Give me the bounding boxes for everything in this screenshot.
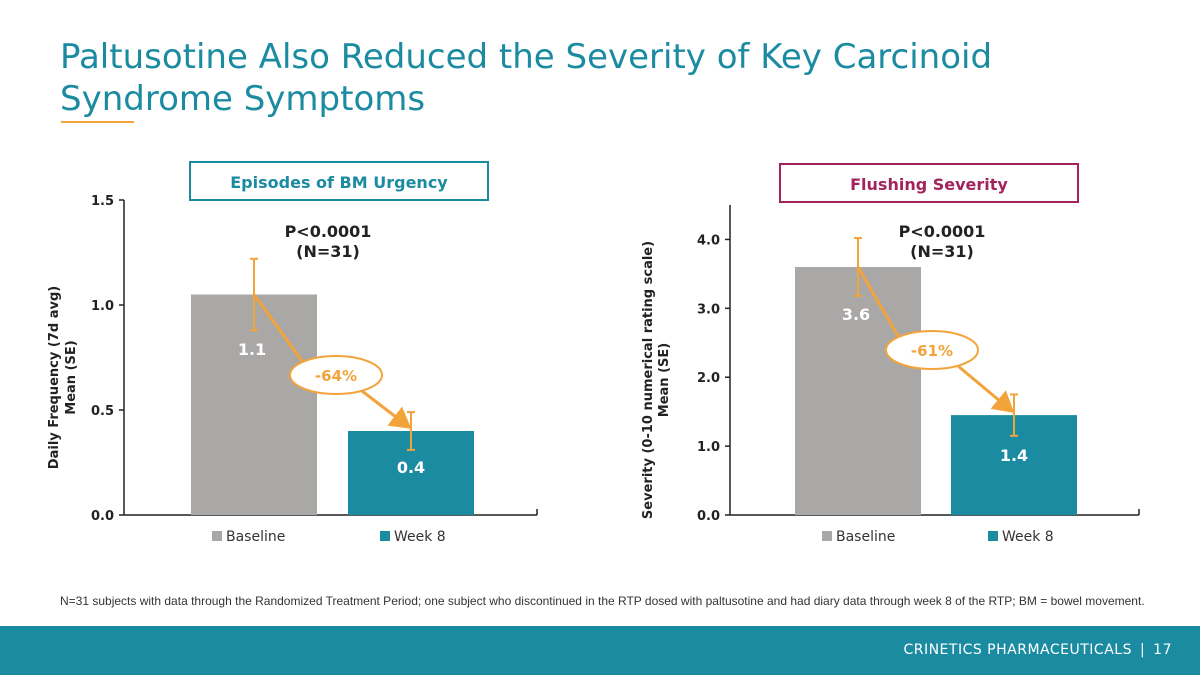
chart-title-box xyxy=(779,163,1079,203)
footnote: N=31 subjects with data through the Rand… xyxy=(60,594,1145,608)
change-pill xyxy=(289,355,383,395)
change-arrow xyxy=(957,364,1015,414)
bar-value-label: 0.4 xyxy=(397,458,425,477)
bar-value-label: 3.6 xyxy=(842,305,870,324)
change-arrow-segment xyxy=(252,293,304,362)
title-underline xyxy=(61,121,134,123)
y-tick-label: 0.0 xyxy=(91,509,114,524)
footer-separator: | xyxy=(1139,642,1146,658)
n-label: (N=31) xyxy=(910,242,974,261)
y-tick-label: 1.0 xyxy=(697,440,720,455)
change-label: -61% xyxy=(911,342,953,360)
p-value-label: P<0.0001 xyxy=(285,222,372,241)
y-axis-label-secondary: Mean (SE) xyxy=(64,340,79,414)
bar-baseline xyxy=(191,294,317,515)
chart-title: Flushing Severity xyxy=(850,175,1008,194)
legend-swatch xyxy=(988,531,998,541)
legend-label: Baseline xyxy=(226,529,285,545)
y-tick-label: 0.0 xyxy=(697,509,720,524)
company-name: CRINETICS PHARMACEUTICALS xyxy=(903,642,1132,658)
legend-label: Week 8 xyxy=(1002,529,1054,545)
bar-value-label: 1.1 xyxy=(238,340,266,359)
slide-title: Paltusotine Also Reduced the Severity of… xyxy=(60,37,993,119)
legend-label: Week 8 xyxy=(394,529,446,545)
y-tick-label: 1.0 xyxy=(91,299,114,314)
y-tick-label: 0.5 xyxy=(91,404,114,419)
change-pill xyxy=(885,330,979,370)
chart-title-box xyxy=(189,161,489,201)
p-value-label: P<0.0001 xyxy=(899,222,986,241)
legend-swatch xyxy=(822,531,832,541)
change-arrow-segment xyxy=(856,266,900,337)
legend-swatch xyxy=(212,531,222,541)
page-number: 17 xyxy=(1153,642,1172,658)
legend-label: Baseline xyxy=(836,529,895,545)
change-label: -64% xyxy=(315,367,357,385)
y-tick-label: 1.5 xyxy=(91,194,114,209)
footer-bar: CRINETICS PHARMACEUTICALS | 17 xyxy=(0,626,1200,675)
bar-baseline xyxy=(795,267,921,515)
y-tick-label: 3.0 xyxy=(697,302,720,317)
chart-title: Episodes of BM Urgency xyxy=(230,173,448,192)
y-tick-label: 2.0 xyxy=(697,371,720,386)
y-axis-label: Daily Frequency (7d avg) xyxy=(47,286,62,469)
bar-value-label: 1.4 xyxy=(1000,446,1028,465)
y-axis-label-secondary: Mean (SE) xyxy=(657,343,672,417)
y-tick-label: 4.0 xyxy=(697,233,720,248)
n-label: (N=31) xyxy=(296,242,360,261)
legend-swatch xyxy=(380,531,390,541)
charts-canvas: Episodes of BM Urgency 0.0 0.5 1.0 1.5 Daily … xyxy=(47,161,1140,545)
change-arrow xyxy=(361,389,412,429)
y-axis-label: Severity (0-10 numerical rating scale) xyxy=(641,241,656,519)
footer-text: CRINETICS PHARMACEUTICALS | 17 xyxy=(903,642,1172,658)
